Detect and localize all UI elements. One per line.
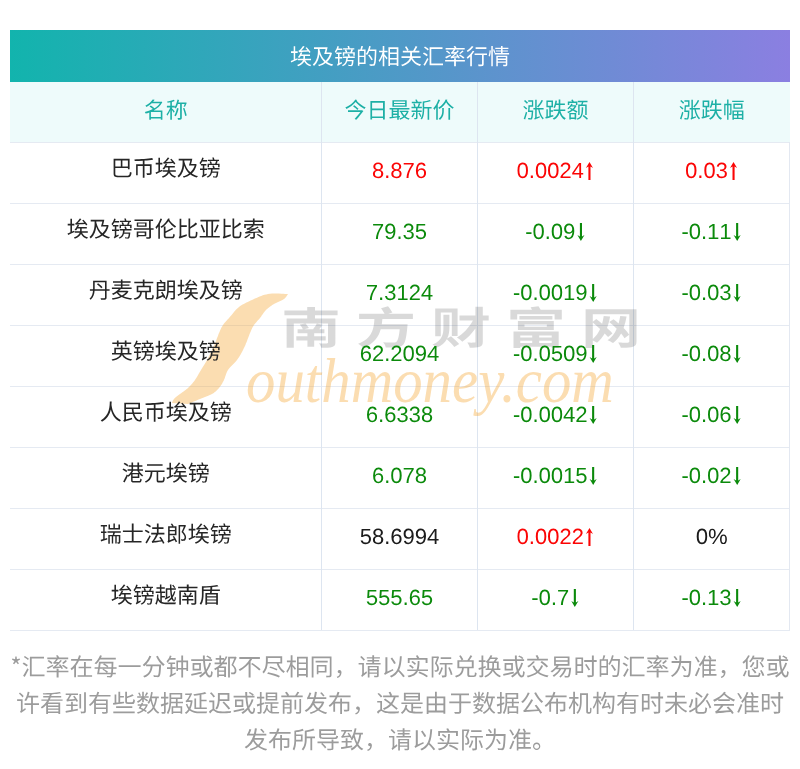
svg-text:outhmoney.com: outhmoney.com <box>246 345 614 416</box>
